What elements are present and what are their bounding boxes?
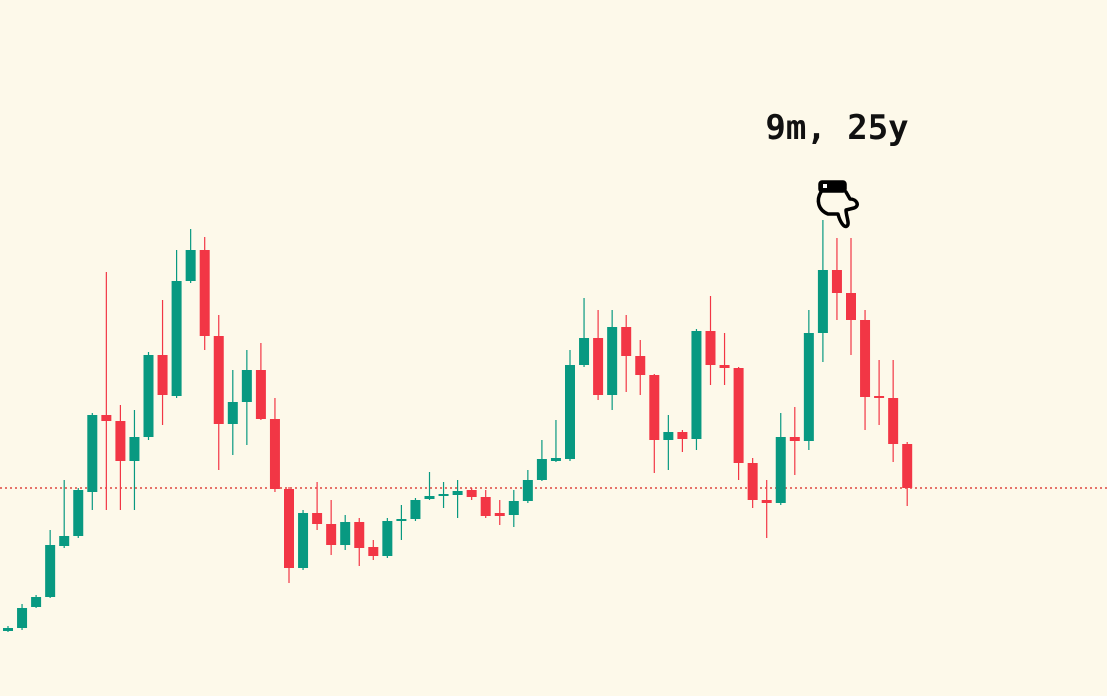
candle-body bbox=[326, 524, 337, 545]
candle-body bbox=[3, 628, 13, 631]
pointing-hand-icon bbox=[816, 180, 859, 229]
candle-body bbox=[817, 270, 828, 333]
candle-body bbox=[494, 513, 505, 516]
candle-body bbox=[874, 396, 885, 398]
candle-body bbox=[31, 597, 42, 607]
candle-body bbox=[480, 497, 491, 516]
candle-body bbox=[705, 331, 716, 365]
candle-body bbox=[775, 437, 786, 503]
candle-body bbox=[466, 490, 477, 497]
candle-body bbox=[888, 398, 899, 444]
candle-body bbox=[73, 490, 84, 536]
candle-body bbox=[607, 327, 618, 395]
annotation: 9m, 25y bbox=[765, 108, 908, 148]
candle-body bbox=[410, 500, 421, 519]
candle-body bbox=[185, 250, 196, 281]
candle-body bbox=[171, 281, 182, 396]
candle-body bbox=[846, 293, 856, 320]
candle-body bbox=[621, 327, 632, 356]
candle-body bbox=[719, 365, 730, 368]
candle-body bbox=[284, 489, 294, 568]
candle-body bbox=[649, 375, 660, 440]
candle-body bbox=[129, 437, 140, 461]
candle-body bbox=[115, 421, 126, 461]
candle-body bbox=[354, 522, 365, 548]
candle-body bbox=[157, 355, 168, 395]
candle-body bbox=[579, 338, 590, 365]
candle-body bbox=[593, 338, 604, 395]
candle-body bbox=[452, 491, 463, 495]
candle-body bbox=[902, 444, 913, 488]
candle-body bbox=[101, 415, 112, 421]
candle-body bbox=[522, 480, 533, 501]
candle-body bbox=[536, 459, 547, 480]
candle-body bbox=[508, 501, 519, 515]
candle-body bbox=[860, 320, 871, 397]
candle-body bbox=[733, 368, 744, 463]
candle-body bbox=[227, 402, 238, 424]
candle-body bbox=[424, 496, 435, 499]
candle-body bbox=[677, 432, 688, 439]
candle-body bbox=[45, 545, 56, 597]
candle-body bbox=[312, 513, 323, 524]
candle-body bbox=[550, 458, 561, 461]
candle-body bbox=[255, 370, 266, 419]
candle-body bbox=[635, 356, 646, 375]
candle-body bbox=[803, 333, 814, 441]
candle-body bbox=[691, 331, 702, 439]
candle-body bbox=[269, 419, 280, 489]
candle-body bbox=[368, 547, 379, 556]
candle-body bbox=[831, 270, 842, 293]
candle-body bbox=[213, 336, 224, 424]
candle-body bbox=[747, 463, 758, 500]
candle-body bbox=[438, 494, 449, 496]
candle-body bbox=[298, 513, 309, 568]
candle-body bbox=[382, 521, 393, 556]
candle-body bbox=[87, 415, 98, 492]
candle-body bbox=[761, 500, 772, 503]
candle-body bbox=[565, 365, 575, 459]
candle-body bbox=[663, 432, 674, 440]
candle-body bbox=[789, 437, 800, 441]
candle-body bbox=[340, 522, 351, 545]
candle-body bbox=[396, 519, 407, 521]
candle-body bbox=[17, 608, 28, 628]
candle-body bbox=[241, 370, 252, 402]
candle-body bbox=[143, 355, 154, 437]
candle-body bbox=[59, 536, 70, 546]
candle-body bbox=[199, 250, 210, 336]
